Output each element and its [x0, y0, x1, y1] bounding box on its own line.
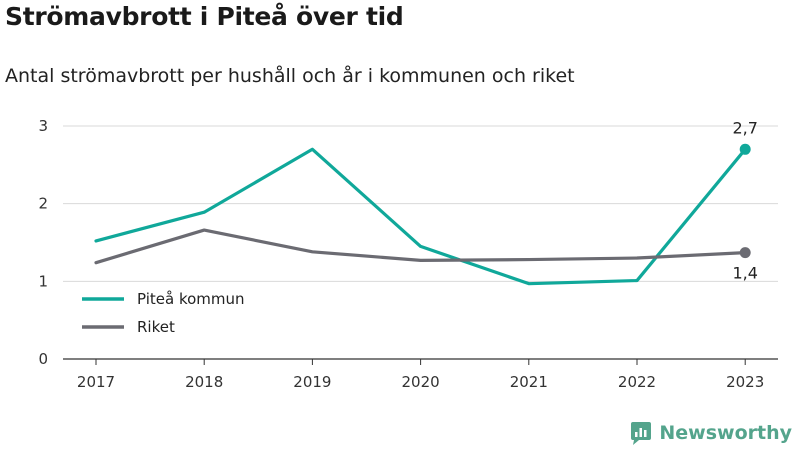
- brand-name: Newsworthy: [659, 422, 792, 444]
- x-tick-label: 2022: [618, 373, 656, 391]
- brand-logo: Newsworthy: [629, 420, 792, 446]
- y-tick-label: 1: [38, 272, 48, 290]
- x-tick-label: 2019: [293, 373, 331, 391]
- data-label: 1,4: [732, 264, 757, 283]
- y-tick-label: 3: [38, 117, 48, 135]
- x-tick-label: 2023: [726, 373, 764, 391]
- y-tick-label: 0: [38, 350, 48, 368]
- series-line-riket: [94, 228, 747, 265]
- newsworthy-logo-icon: [631, 422, 652, 445]
- legend-label: Riket: [137, 318, 175, 336]
- x-tick-label: 2020: [402, 373, 440, 391]
- data-label: 2,7: [732, 118, 757, 137]
- y-tick-label: 2: [38, 195, 48, 213]
- chart-subtitle: Antal strömavbrott per hushåll och år i …: [5, 65, 575, 87]
- series-line-pitea: [94, 147, 747, 286]
- chart-title: Strömavbrott i Piteå över tid: [5, 2, 404, 31]
- x-tick-label: 2021: [510, 373, 548, 391]
- x-tick-label: 2018: [185, 373, 223, 391]
- legend-label: Piteå kommun: [137, 290, 245, 308]
- series-end-point: [739, 143, 751, 155]
- series-end-point: [739, 247, 751, 259]
- x-tick-label: 2017: [77, 373, 115, 391]
